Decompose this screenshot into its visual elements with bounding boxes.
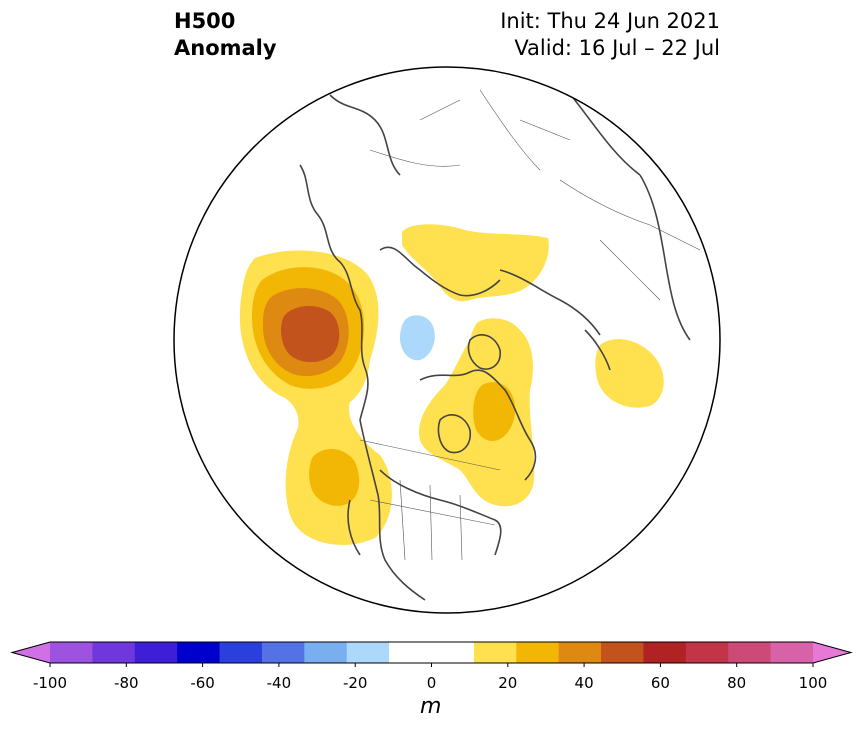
colorbar-tick-label: -100 (33, 674, 67, 692)
colorbar-segment (92, 642, 136, 663)
colorbar-tick-label: -80 (114, 674, 139, 692)
map-title: H500 Anomaly (174, 8, 277, 62)
date-info: Init: Thu 24 Jun 2021 Valid: 16 Jul – 22… (500, 8, 720, 62)
colorbar-extend-min (12, 642, 50, 663)
colorbar-ticks: -100 -80 -60 -40 -20 0 20 40 60 80 100 (33, 663, 827, 692)
title-line-2: Anomaly (174, 36, 277, 60)
colorbar-unit: m (420, 694, 442, 719)
colorbar-segment (304, 642, 348, 663)
colorbar-tick-label: 40 (575, 674, 594, 692)
colorbar-segment (261, 642, 305, 663)
anomaly-siberia-negative (400, 315, 435, 361)
colorbar-tick-label: 80 (727, 674, 746, 692)
colorbar-tick-label: -60 (190, 674, 215, 692)
colorbar-segment (177, 642, 221, 663)
colorbar-extend-max (813, 642, 851, 663)
init-date: Init: Thu 24 Jun 2021 (500, 9, 720, 33)
anomaly-central-asia-10 (595, 339, 664, 408)
colorbar-segment (643, 642, 687, 663)
colorbar-tick-label: 20 (498, 674, 517, 692)
anomaly-scandinavia-10 (402, 224, 549, 302)
colorbar-tick-label: -40 (267, 674, 292, 692)
anomaly-gulf-alaska-40 (281, 306, 340, 363)
colorbar-tick-label: 0 (427, 674, 437, 692)
colorbar-segment (50, 642, 93, 663)
colorbar-segment (219, 642, 263, 663)
polar-map (173, 66, 721, 614)
colorbar-tick-label: -20 (343, 674, 368, 692)
colorbar-segment (346, 642, 390, 663)
title-line-1: H500 (174, 9, 236, 33)
colorbar-segment (770, 642, 814, 663)
colorbar-segment (389, 642, 432, 663)
colorbar-segment (431, 642, 475, 663)
colorbar-segments (10, 641, 853, 664)
colorbar-segment (516, 642, 560, 663)
valid-range: Valid: 16 Jul – 22 Jul (514, 36, 720, 60)
anomaly-fill-layer (239, 224, 664, 545)
colorbar-tick-label: 60 (651, 674, 670, 692)
colorbar-segment (685, 642, 729, 663)
anomaly-pacific-nw-20 (309, 449, 360, 506)
map-boundary (173, 66, 721, 614)
colorbar-tick-label: 100 (799, 674, 828, 692)
colorbar-segment (601, 642, 644, 663)
colorbar-segment (134, 642, 178, 663)
anomaly-hudson-20 (473, 382, 516, 442)
colorbar-segment (728, 642, 772, 663)
colorbar-segment (558, 642, 602, 663)
colorbar-segment (473, 642, 517, 663)
border-layer (359, 89, 701, 561)
